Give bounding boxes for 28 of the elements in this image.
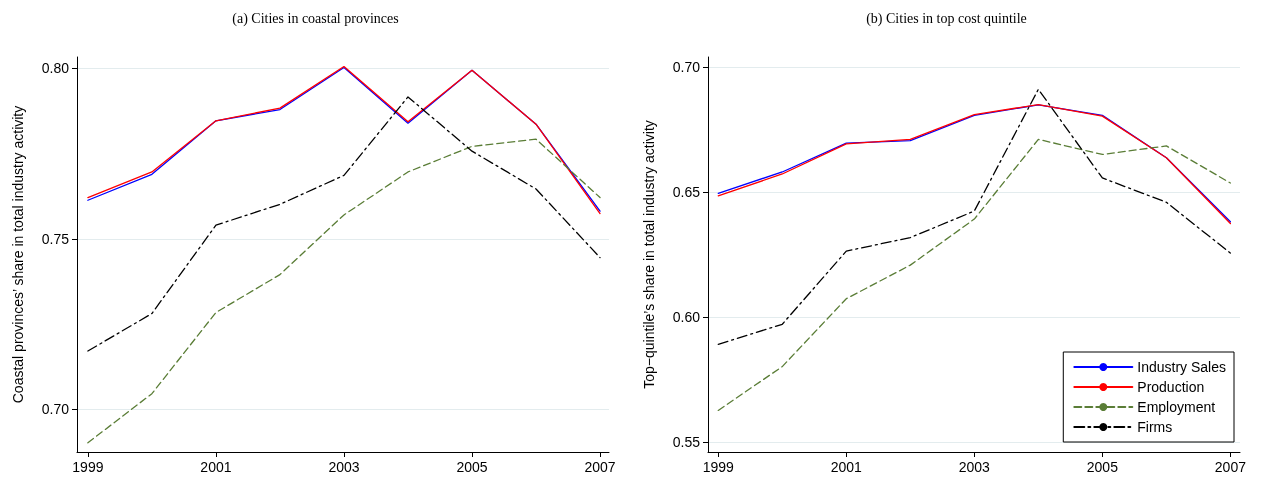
- y-tick-label: 0.70: [41, 401, 70, 418]
- chart-title: (a) Cities in coastal provinces: [232, 10, 399, 27]
- x-tick-label: 1999: [72, 459, 104, 475]
- line-series: [87, 96, 601, 352]
- x-tick-label: 2005: [456, 459, 488, 475]
- line-series: [87, 138, 601, 444]
- x-tick-label: 1999: [702, 459, 735, 475]
- chart-title: (b) Cities in top cost quintile: [866, 10, 1027, 27]
- x-tick-label: 2007: [1214, 459, 1247, 475]
- y-tick-label: 0.60: [672, 309, 701, 326]
- y-tick-label: 0.65: [672, 184, 701, 201]
- y-tick-label: 0.80: [41, 60, 70, 77]
- y-tick-label: 0.75: [41, 230, 70, 247]
- legend-label: Industry Sales: [1137, 359, 1227, 375]
- x-tick-label: 2005: [1086, 459, 1119, 475]
- y-tick-label: 0.70: [672, 58, 701, 75]
- y-axis-title: Top−quintile’s share in total industry activity: [641, 120, 657, 389]
- legend-label: Production: [1137, 379, 1205, 395]
- x-tick-label: 2003: [958, 459, 991, 475]
- x-tick-label: 2003: [328, 459, 360, 475]
- legend-label: Firms: [1137, 419, 1173, 435]
- line-series: [717, 88, 1232, 345]
- x-tick-label: 2001: [830, 459, 863, 475]
- y-tick-label: 0.55: [672, 434, 701, 451]
- y-axis-title: Coastal provinces’ share in total industry activity: [10, 105, 26, 404]
- x-tick-label: 2007: [584, 459, 616, 475]
- legend-label: Employment: [1137, 399, 1216, 415]
- x-tick-label: 2001: [200, 459, 232, 475]
